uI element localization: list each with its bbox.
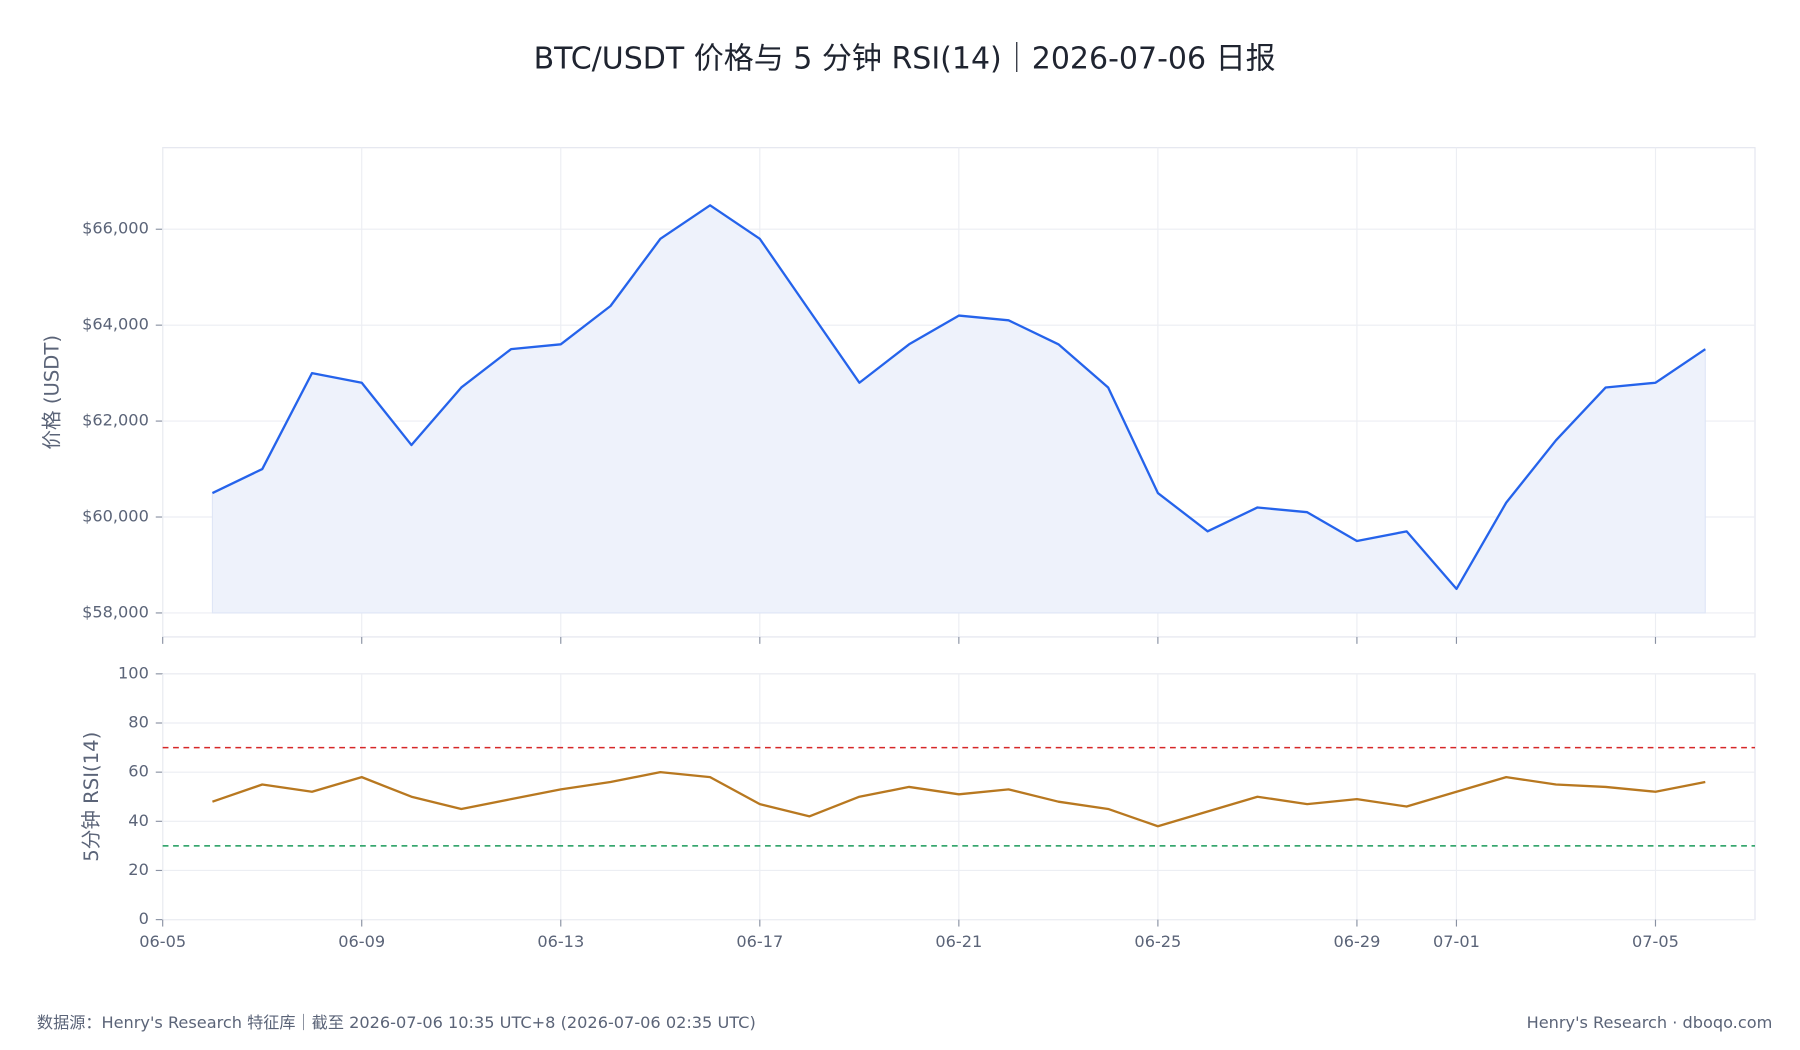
y-tick-label: $66,000 <box>82 219 149 238</box>
footer-source: 数据源：Henry's Research 特征库｜截至 2026-07-06 1… <box>37 1013 756 1032</box>
y-tick-label: 100 <box>118 663 149 682</box>
x-tick-label: 06-21 <box>935 932 982 951</box>
y-tick-label: 60 <box>128 762 149 781</box>
x-tick-label: 06-17 <box>736 932 783 951</box>
y-tick-label: $60,000 <box>82 507 149 526</box>
y-axis-title: 价格 (USDT) <box>41 335 64 450</box>
x-tick-label: 07-05 <box>1632 932 1679 951</box>
x-tick-label: 06-05 <box>139 932 186 951</box>
y-tick-label: 40 <box>128 811 149 830</box>
y-tick-label: 0 <box>139 909 149 928</box>
x-tick-label: 06-09 <box>338 932 385 951</box>
y-tick-label: 20 <box>128 860 149 879</box>
x-tick-label: 06-29 <box>1333 932 1380 951</box>
x-tick-label: 06-25 <box>1134 932 1181 951</box>
chart-title: BTC/USDT 价格与 5 分钟 RSI(14)｜2026-07-06 日报 <box>534 42 1276 77</box>
footer-brand: Henry's Research · dboqo.com <box>1527 1013 1773 1032</box>
y-tick-label: $64,000 <box>82 315 149 334</box>
x-tick-label: 07-01 <box>1433 932 1480 951</box>
x-tick-label: 06-13 <box>537 932 584 951</box>
y-tick-label: $58,000 <box>82 602 149 621</box>
series-line <box>212 771 1706 828</box>
series-line <box>211 204 1706 591</box>
y-tick-label: $62,000 <box>82 411 149 430</box>
y-tick-label: 80 <box>128 712 149 731</box>
y-axis-title: 5分钟 RSI(14) <box>80 732 103 862</box>
